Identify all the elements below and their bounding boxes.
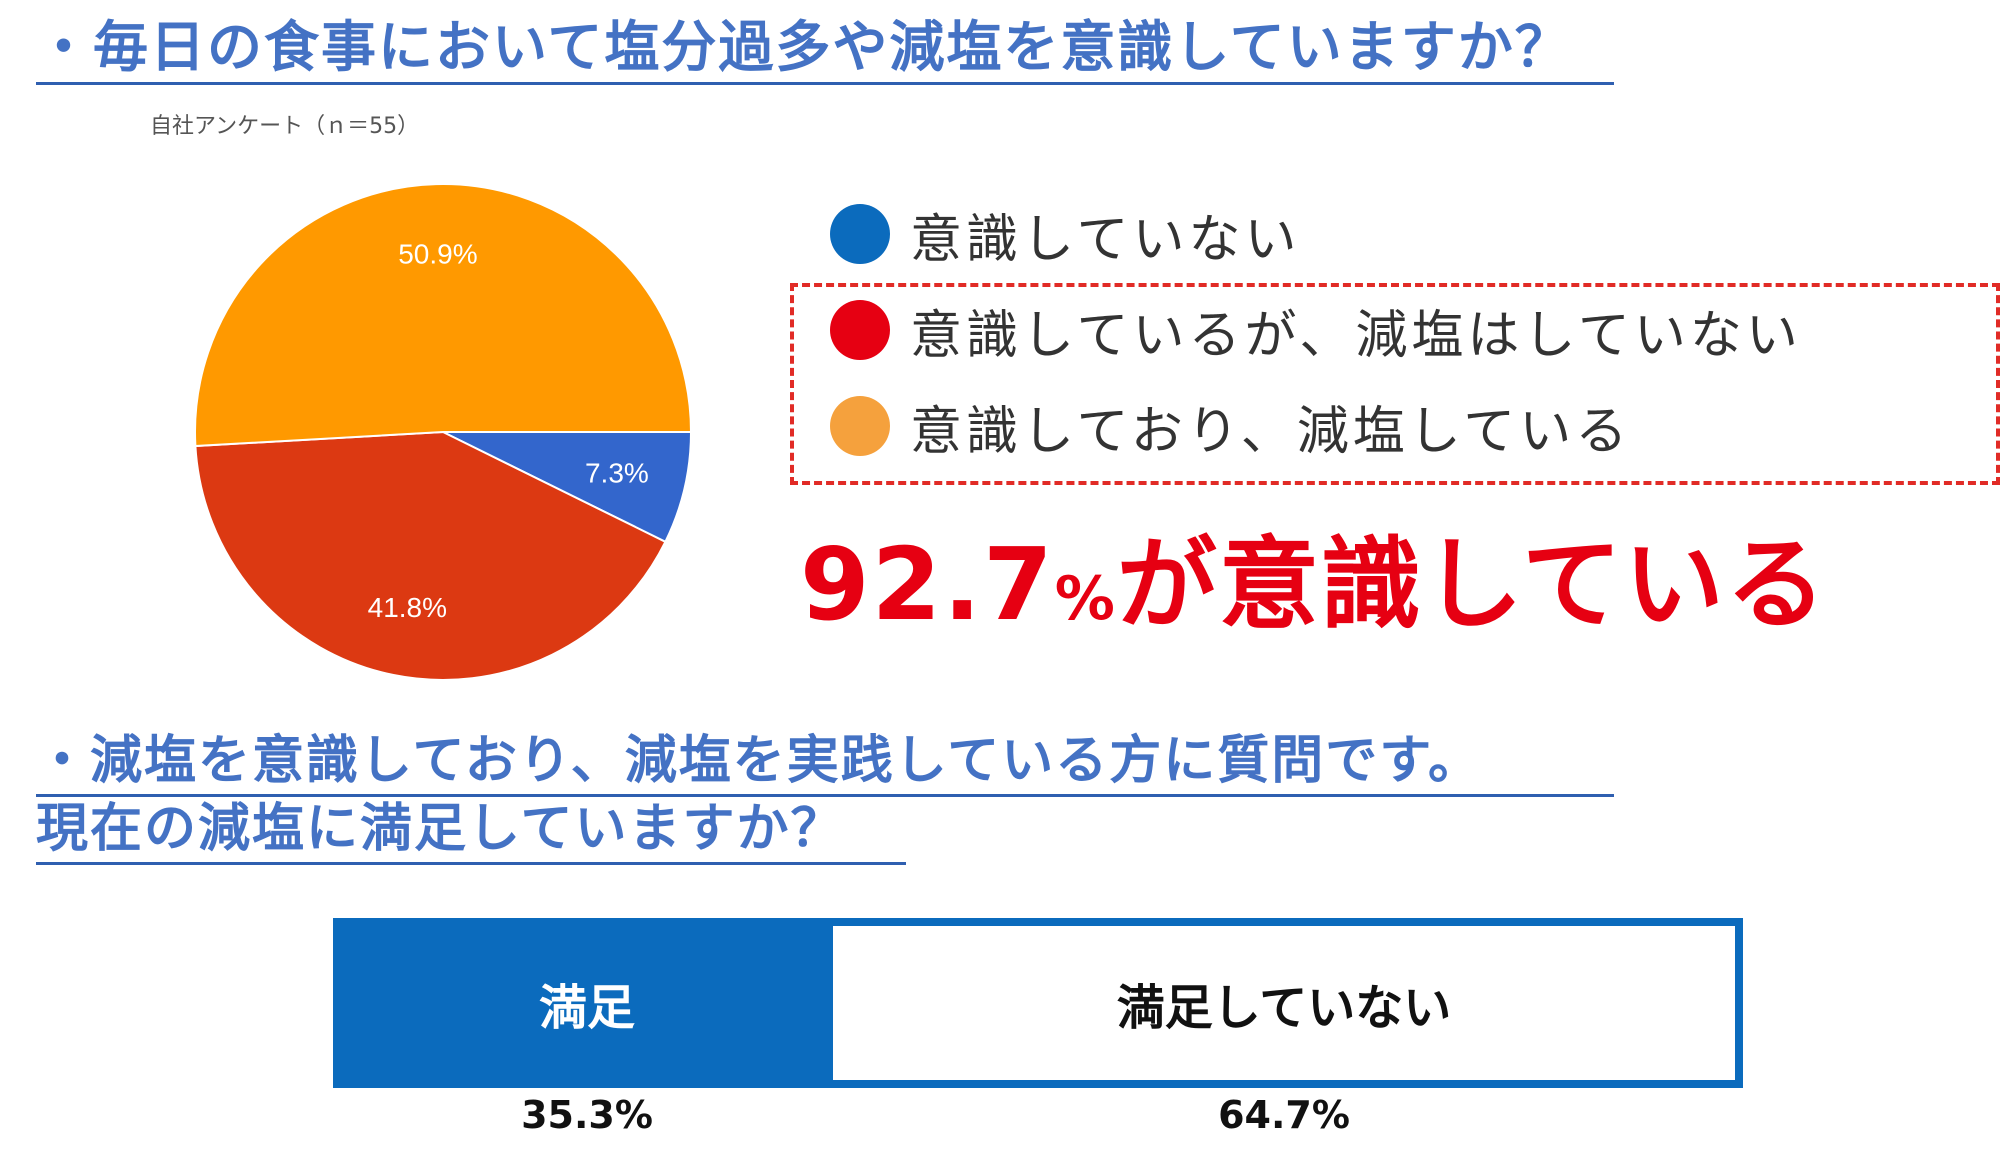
- bar-value-not-satisfied: 64.7%: [1218, 1093, 1350, 1137]
- bar-segment-label: 満足していない: [1116, 980, 1452, 1036]
- satisfaction-bar: 満足 満足していない: [333, 918, 1743, 1088]
- legend-item-conscious-no-reduction: 意識しているが、減塩はしていない: [830, 295, 1802, 366]
- headline-text: が意識している: [1116, 526, 1828, 643]
- legend-label: 意識していない: [910, 209, 1301, 270]
- legend-dot-red: [830, 300, 890, 360]
- headline-number: 92.7: [800, 526, 1055, 643]
- legend-item-not-conscious: 意識していない: [830, 199, 1301, 270]
- legend-dot-blue: [830, 204, 890, 264]
- pie-label: 41.8%: [368, 592, 447, 623]
- survey-source: 自社アンケート（ｎ＝55）: [150, 114, 420, 139]
- bar-segment-satisfied: 満足: [341, 926, 834, 1080]
- pie-label: 50.9%: [398, 239, 477, 270]
- bar-segment-not-satisfied: 満足していない: [833, 926, 1735, 1080]
- pie-chart: 7.3% 41.8% 50.9%: [194, 183, 693, 681]
- legend-label: 意識しており、減塩している: [910, 401, 1632, 462]
- legend-label: 意識しているが、減塩はしていない: [910, 305, 1802, 366]
- highlight-box: [790, 283, 2000, 485]
- legend-item-conscious-reducing: 意識しており、減塩している: [830, 391, 1632, 462]
- pie-slice-conscious-reducing: [194, 183, 693, 448]
- question-2-line-1: ・減塩を意識しており、減塩を実践している方に質問です。: [36, 728, 1614, 797]
- bar-value-satisfied: 35.3%: [521, 1093, 653, 1137]
- pie-slice-conscious-no-reduction: [194, 430, 667, 681]
- question-1-title: ・毎日の食事において塩分過多や減塩を意識していますか？: [36, 12, 1614, 85]
- legend-dot-orange: [830, 396, 890, 456]
- question-2-line-2: 現在の減塩に満足していますか？: [36, 796, 906, 865]
- pie-slice-not-conscious: [442, 431, 693, 544]
- bar-segment-label: 満足: [539, 980, 636, 1036]
- pie-label: 7.3%: [585, 458, 649, 489]
- headline-unit: %: [1054, 564, 1117, 634]
- headline: 92.7%が意識している: [800, 535, 1828, 635]
